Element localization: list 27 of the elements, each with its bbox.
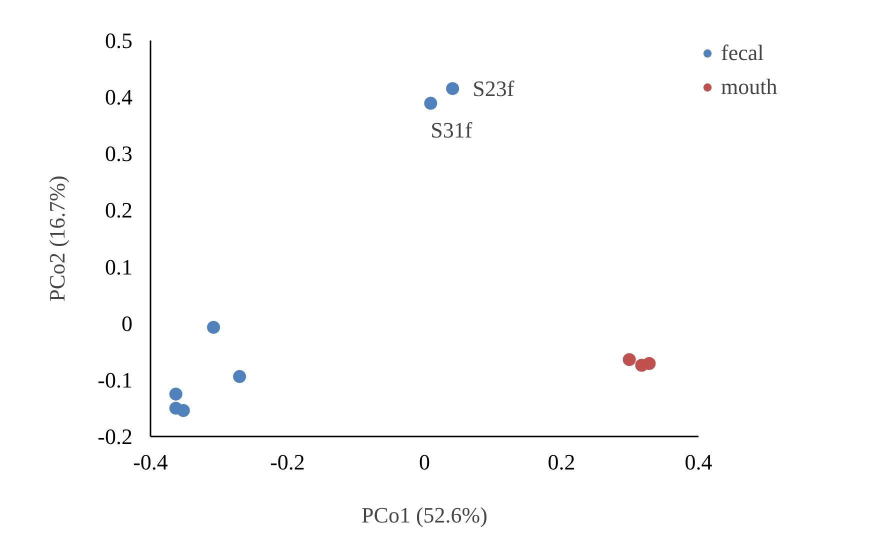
x-tick-label: -0.2 [270, 450, 305, 474]
x-tick-label: -0.4 [133, 450, 168, 474]
point [169, 388, 182, 401]
x-tick-label: 0.4 [684, 450, 712, 474]
y-tick-label: 0.1 [105, 254, 132, 280]
point [446, 82, 460, 96]
point [424, 96, 438, 110]
point [176, 404, 190, 417]
y-axis-title: PCo2 (16.7%) [44, 176, 70, 302]
x-tick-label: 0.2 [548, 450, 576, 474]
legend-label: mouth [721, 74, 778, 100]
annotation: S23f [472, 76, 515, 102]
x-tick-label: 0 [419, 450, 430, 474]
legend-label: fecal [721, 40, 765, 66]
y-tick-label: 0.3 [105, 141, 132, 166]
y-tick-label: 0.2 [105, 198, 132, 223]
annotation: S31f [430, 117, 473, 142]
point [233, 370, 246, 384]
y-tick-label: 0 [122, 310, 132, 336]
y-tick-label: 0.4 [105, 84, 132, 110]
y-tick-label: -0.1 [98, 367, 132, 392]
point [642, 357, 656, 370]
y-tick-label: 0.5 [105, 28, 132, 53]
point [207, 320, 220, 334]
point [622, 353, 636, 366]
x-axis-title: PCo1 (52.6%) [362, 502, 488, 528]
y-tick-label: -0.2 [98, 424, 132, 449]
